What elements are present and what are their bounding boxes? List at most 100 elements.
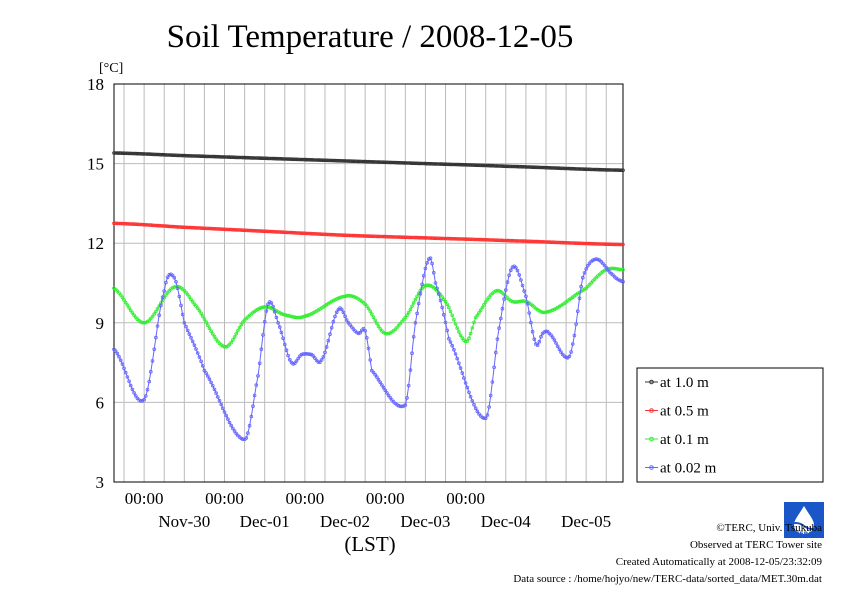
data-point — [301, 352, 306, 356]
data-point — [463, 237, 468, 241]
data-point — [483, 238, 488, 242]
data-point — [450, 236, 455, 241]
data-point — [187, 154, 192, 158]
data-point — [492, 238, 496, 242]
data-point — [398, 235, 403, 239]
data-point — [301, 231, 306, 236]
data-point — [174, 279, 178, 284]
data-point — [195, 154, 200, 158]
data-point — [339, 295, 344, 299]
data-point — [616, 242, 620, 247]
data-point — [579, 241, 583, 246]
data-point — [366, 159, 371, 164]
data-point — [167, 272, 172, 277]
chart-title: Soil Temperature / 2008-12-05 — [167, 19, 574, 55]
data-point — [329, 158, 334, 163]
data-point — [517, 299, 521, 304]
data-point — [165, 275, 170, 280]
data-point — [303, 314, 307, 319]
data-point — [609, 266, 614, 271]
data-point — [224, 413, 229, 418]
data-point — [351, 159, 356, 164]
data-point — [266, 156, 270, 161]
data-point — [354, 233, 359, 238]
data-point — [311, 354, 316, 358]
data-point — [513, 265, 518, 270]
data-point — [410, 161, 414, 166]
data-point — [118, 358, 123, 363]
data-point — [227, 342, 232, 347]
data-point — [262, 156, 267, 161]
data-point — [547, 166, 552, 170]
data-point — [349, 159, 354, 164]
data-point — [415, 294, 419, 299]
data-point — [144, 394, 148, 398]
data-point — [386, 331, 391, 336]
data-point — [155, 324, 160, 328]
data-point — [289, 230, 294, 235]
data-point — [316, 360, 321, 364]
data-point — [530, 239, 535, 244]
data-point — [569, 166, 573, 171]
data-point — [217, 398, 222, 403]
data-point — [535, 343, 540, 348]
data-point — [591, 242, 595, 246]
data-point — [184, 225, 188, 230]
data-point — [463, 163, 468, 167]
data-point — [252, 229, 257, 233]
data-point — [192, 154, 197, 158]
data-point — [375, 375, 379, 379]
data-point — [309, 158, 314, 162]
data-point — [411, 301, 416, 305]
data-point — [160, 295, 165, 300]
data-point — [282, 342, 287, 347]
data-point — [529, 239, 533, 244]
data-point — [222, 344, 227, 349]
data-point — [226, 417, 230, 421]
data-point — [493, 289, 498, 293]
footer-observed: Observed at TERC Tower site — [689, 539, 822, 551]
data-point — [405, 313, 409, 318]
x-time-tick-label: 00:00 — [205, 489, 244, 508]
data-point — [155, 306, 160, 311]
data-point — [211, 383, 215, 388]
data-point — [333, 314, 337, 319]
data-point — [239, 322, 244, 327]
data-point — [416, 235, 421, 240]
data-point — [261, 305, 265, 310]
data-point — [416, 301, 421, 306]
data-point — [612, 242, 617, 247]
data-point — [483, 163, 488, 168]
data-point — [383, 388, 388, 393]
x-tick-labels: 00:00 00:00 00:00 00:00 00:00 Nov-30 Dec-01 Dec… — [125, 489, 611, 531]
data-point — [237, 325, 242, 330]
data-point — [597, 242, 602, 246]
data-point — [319, 158, 324, 163]
data-point — [584, 241, 588, 246]
data-point — [261, 333, 265, 337]
data-point — [351, 294, 356, 299]
data-point — [406, 235, 411, 240]
data-point — [314, 158, 319, 162]
data-point — [257, 156, 262, 160]
data-point — [259, 229, 264, 233]
data-point — [544, 165, 548, 170]
data-point — [284, 230, 289, 235]
data-point — [376, 324, 381, 329]
data-point — [244, 228, 249, 233]
data-point — [249, 414, 254, 419]
data-point — [150, 223, 155, 228]
data-point — [287, 357, 292, 362]
data-point — [348, 233, 352, 238]
data-point — [298, 315, 302, 320]
data-point — [262, 229, 267, 234]
footer-created: Created Automatically at 2008-12-05/23:3… — [615, 556, 822, 568]
data-point — [542, 165, 547, 170]
data-point — [420, 282, 424, 287]
data-point — [160, 224, 165, 228]
data-point — [488, 163, 493, 168]
data-point — [142, 222, 146, 227]
data-point — [287, 314, 292, 318]
data-point — [508, 298, 513, 303]
data-point — [281, 312, 285, 317]
